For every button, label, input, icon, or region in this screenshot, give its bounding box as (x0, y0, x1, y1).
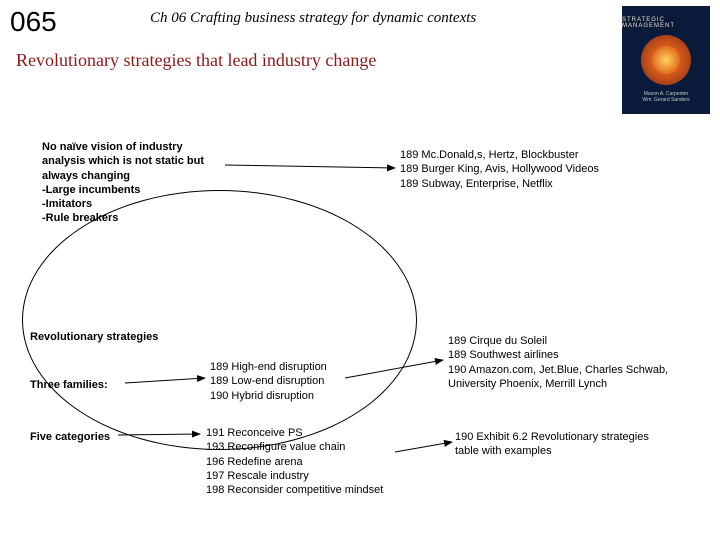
text-line: Five categories (30, 430, 110, 444)
text-line: 190 Hybrid disruption (210, 389, 327, 403)
block-top-left: No naïve vision of industryanalysis whic… (42, 140, 204, 226)
text-line: Revolutionary strategies (30, 330, 158, 344)
text-line: -Rule breakers (42, 211, 204, 225)
strategy-ellipse (22, 190, 417, 450)
text-line: 189 Low-end disruption (210, 374, 327, 388)
text-line: 190 Amazon.com, Jet.Blue, Charles Schwab… (448, 363, 668, 377)
text-line: 191 Reconceive PS (206, 426, 383, 440)
block-disrupt: 189 High-end disruption189 Low-end disru… (210, 360, 327, 403)
text-line: 189 High-end disruption (210, 360, 327, 374)
block-rev: Revolutionary strategies (30, 330, 158, 344)
text-line: 197 Rescale industry (206, 469, 383, 483)
page-subtitle: Revolutionary strategies that lead indus… (16, 50, 376, 71)
text-line: 193 Reconfigure value chain (206, 440, 383, 454)
book-cover: STRATEGIC MANAGEMENT Mason A. Carpenter … (622, 6, 710, 114)
chapter-title: Ch 06 Crafting business strategy for dyn… (150, 10, 476, 27)
text-line: 196 Redefine arena (206, 455, 383, 469)
block-right-bot: 190 Exhibit 6.2 Revolutionary strategies… (455, 430, 649, 459)
block-five: Five categories (30, 430, 110, 444)
block-reconceive: 191 Reconceive PS193 Reconfigure value c… (206, 426, 383, 497)
text-line: always changing (42, 169, 204, 183)
text-line: analysis which is not static but (42, 154, 204, 168)
book-cover-title: STRATEGIC MANAGEMENT (622, 17, 710, 29)
text-line: -Large incumbents (42, 183, 204, 197)
text-line: Three families: (30, 378, 108, 392)
arrow-line (225, 165, 395, 168)
text-line: No naïve vision of industry (42, 140, 204, 154)
text-line: 189 Mc.Donald,s, Hertz, Blockbuster (400, 148, 599, 162)
text-line: 189 Cirque du Soleil (448, 334, 668, 348)
page-number: 065 (10, 6, 57, 38)
byline-2: Wm. Gerard Sanders (642, 97, 689, 104)
text-line: 198 Reconsider competitive mindset (206, 483, 383, 497)
text-line: 189 Subway, Enterprise, Netflix (400, 177, 599, 191)
text-line: -Imitators (42, 197, 204, 211)
book-cover-graphic (641, 35, 691, 85)
text-line: table with examples (455, 444, 649, 458)
text-line: 189 Burger King, Avis, Hollywood Videos (400, 162, 599, 176)
block-top-right: 189 Mc.Donald,s, Hertz, Blockbuster189 B… (400, 148, 599, 191)
text-line: 189 Southwest airlines (448, 348, 668, 362)
book-cover-byline: Mason A. Carpenter Wm. Gerard Sanders (642, 91, 689, 104)
text-line: 190 Exhibit 6.2 Revolutionary strategies (455, 430, 649, 444)
block-three: Three families: (30, 378, 108, 392)
arrow-line (395, 442, 452, 452)
text-line: University Phoenix, Merrill Lynch (448, 377, 668, 391)
block-right-mid: 189 Cirque du Soleil189 Southwest airlin… (448, 334, 668, 391)
